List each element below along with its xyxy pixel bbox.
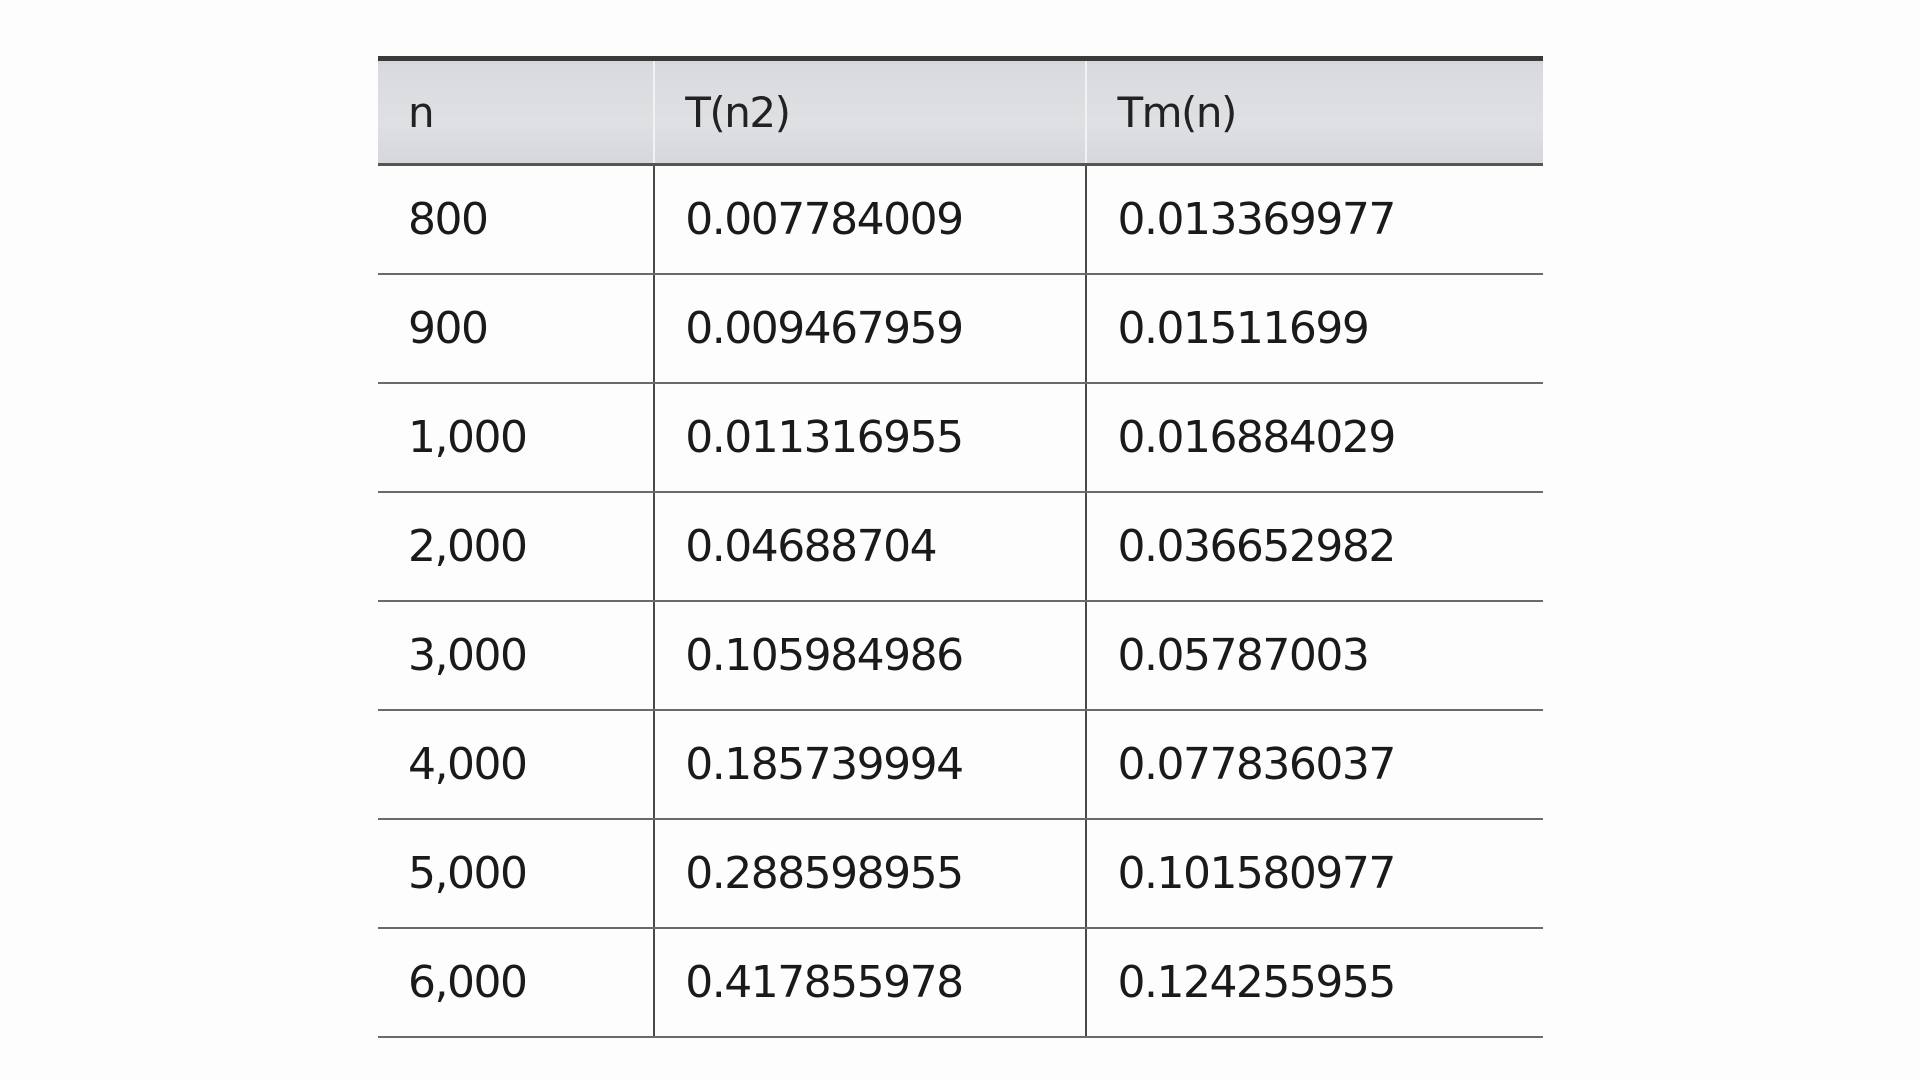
table-row: 900 0.009467959 0.01511699 [378, 274, 1543, 384]
cell-t-n2: 0.04688704 [653, 492, 1087, 602]
table-row: 800 0.007784009 0.013369977 [378, 164, 1543, 275]
cell-n: 3,000 [378, 601, 655, 711]
cell-n: 2,000 [378, 492, 655, 602]
table-row: 3,000 0.105984986 0.05787003 [378, 601, 1543, 711]
cell-tm-n: 0.077836037 [1085, 710, 1543, 820]
header-row: n T(n2) Tm(n) [378, 58, 1543, 165]
cell-t-n2: 0.009467959 [653, 274, 1087, 384]
table-row: 2,000 0.04688704 0.036652982 [378, 492, 1543, 602]
cell-t-n2: 0.288598955 [653, 819, 1087, 929]
cell-n: 5,000 [378, 819, 655, 929]
header-tm-n: Tm(n) [1085, 58, 1543, 165]
cell-tm-n: 0.124255955 [1085, 928, 1543, 1038]
cell-n: 6,000 [378, 928, 655, 1038]
cell-tm-n: 0.01511699 [1085, 274, 1543, 384]
table-body: 800 0.007784009 0.013369977 900 0.009467… [378, 164, 1543, 1038]
header-n: n [408, 87, 435, 137]
table-row: 1,000 0.011316955 0.016884029 [378, 383, 1543, 493]
cell-n: 900 [378, 274, 655, 384]
cell-t-n2: 0.011316955 [653, 383, 1087, 493]
table-row: 5,000 0.288598955 0.101580977 [378, 819, 1543, 929]
cell-n: 1,000 [378, 383, 655, 493]
cell-n: 800 [378, 164, 655, 275]
cell-t-n2: 0.185739994 [653, 710, 1087, 820]
cell-tm-n: 0.05787003 [1085, 601, 1543, 711]
cell-t-n2: 0.007784009 [653, 164, 1087, 275]
cell-tm-n: 0.013369977 [1085, 164, 1543, 275]
cell-tm-n: 0.101580977 [1085, 819, 1543, 929]
cell-t-n2: 0.417855978 [653, 928, 1087, 1038]
cell-n: 4,000 [378, 710, 655, 820]
table-header: n T(n2) Tm(n) [378, 58, 1543, 165]
data-table: n T(n2) Tm(n) 800 0.007784009 0.01336997… [378, 56, 1543, 1038]
cell-tm-n: 0.016884029 [1085, 383, 1543, 493]
header-t-n2: T(n2) [653, 58, 1087, 165]
table-row: 6,000 0.417855978 0.124255955 [378, 928, 1543, 1038]
cell-t-n2: 0.105984986 [653, 601, 1087, 711]
table-row: 4,000 0.185739994 0.077836037 [378, 710, 1543, 820]
cell-tm-n: 0.036652982 [1085, 492, 1543, 602]
